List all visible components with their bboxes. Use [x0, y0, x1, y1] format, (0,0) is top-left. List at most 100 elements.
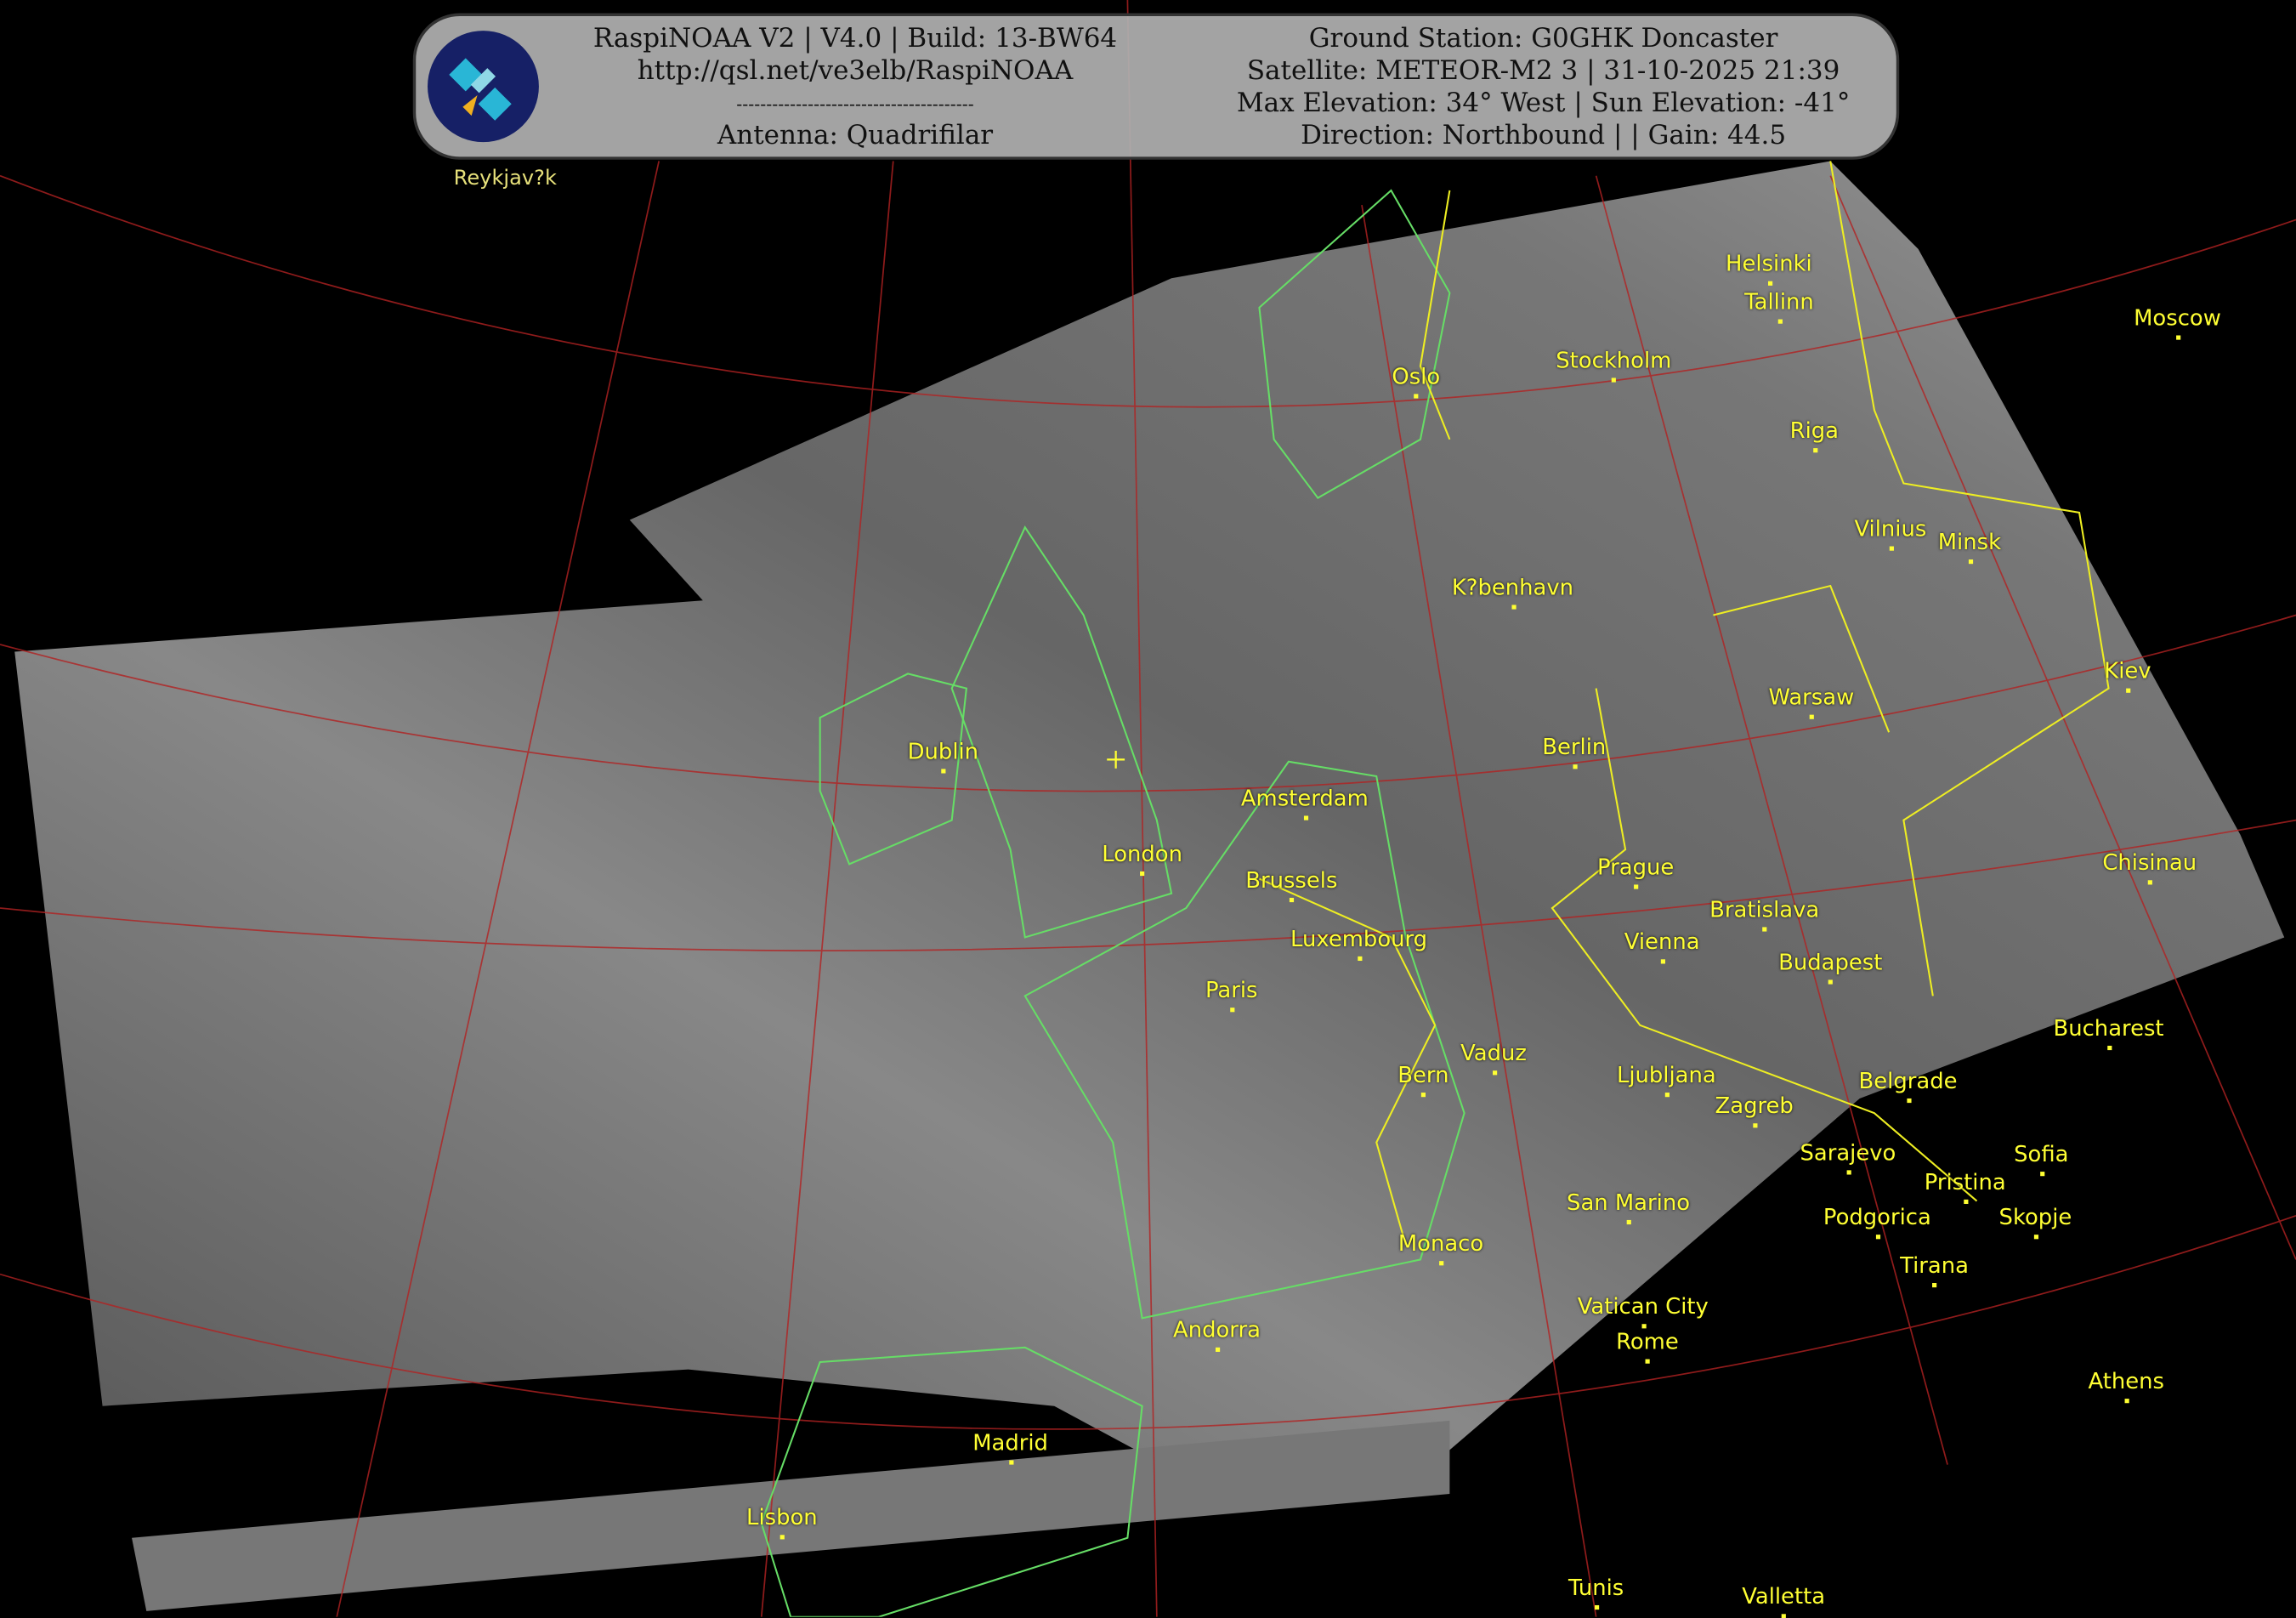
city-label: Riga [1789, 417, 1839, 453]
city-name: Ljubljana [1616, 1061, 1716, 1088]
ground-station-marker: + [1105, 738, 1126, 781]
city-label: Skopje [1998, 1203, 2072, 1240]
city-marker [1889, 546, 1894, 551]
city-label: Bern [1397, 1061, 1449, 1098]
city-name: Luxembourg [1290, 925, 1428, 952]
city-marker [780, 1535, 785, 1540]
city-label: Moscow [2134, 304, 2221, 340]
city-label: London [1102, 841, 1182, 877]
software-version: RaspiNOAA V2 | V4.0 | Build: 13-BW64 [592, 23, 1118, 54]
city-label: Vatican City [1578, 1293, 1709, 1329]
city-name: Vilnius [1854, 515, 1927, 542]
city-label: Lisbon [746, 1504, 818, 1540]
city-label: Tirana [1900, 1252, 1969, 1288]
city-name: Tirana [1900, 1252, 1969, 1279]
city-name: Moscow [2134, 304, 2221, 332]
city-name: Bucharest [2053, 1014, 2164, 1042]
city-name: Reykjav?k [453, 167, 557, 190]
city-label: Amsterdam [1240, 785, 1369, 820]
city-label: Oslo [1392, 363, 1440, 399]
city-marker [1782, 1614, 1787, 1618]
city-name: Bratislava [1709, 896, 1820, 923]
city-marker [1906, 1098, 1911, 1104]
ground-station: Ground Station: G0GHK Doncaster [1308, 23, 1778, 54]
city-name: Minsk [1937, 528, 2002, 555]
borders [1259, 161, 2110, 1246]
city-name: Monaco [1397, 1229, 1484, 1257]
imagery-swath-south [132, 1420, 1450, 1611]
city-name: Stockholm [1556, 347, 1672, 374]
city-name: Bern [1397, 1061, 1449, 1088]
city-marker [2175, 335, 2180, 340]
city-marker [1641, 1324, 1647, 1329]
project-url: http://qsl.net/ve3elb/RaspiNOAA [637, 55, 1074, 87]
city-name: Sarajevo [1800, 1139, 1896, 1167]
elevation-info: Max Elevation: 34° West | Sun Elevation:… [1236, 88, 1851, 119]
city-label: Pristina [1925, 1169, 2006, 1204]
city-marker [1964, 1199, 1969, 1204]
city-label: Sofia [2014, 1141, 2068, 1177]
pass-details: Ground Station: G0GHK Doncaster Satellit… [1192, 24, 1895, 153]
city-label: Prague [1597, 854, 1675, 889]
city-name: Dublin [907, 738, 979, 765]
city-name: Amsterdam [1240, 785, 1369, 812]
city-marker [1810, 714, 1815, 719]
city-marker [1290, 897, 1295, 903]
city-name: Podgorica [1823, 1203, 1931, 1230]
city-label: Bratislava [1709, 896, 1820, 932]
city-name: Andorra [1173, 1316, 1261, 1343]
city-marker [1634, 884, 1639, 889]
city-label: Berlin [1542, 734, 1606, 769]
city-label: Reykjav?k [454, 167, 557, 190]
city-name: Warsaw [1768, 684, 1855, 711]
city-marker [1303, 815, 1308, 820]
city-marker [2039, 1172, 2044, 1177]
city-marker [1752, 1123, 1758, 1128]
city-marker [2106, 1045, 2112, 1051]
city-marker [1762, 927, 1768, 932]
direction-gain: Direction: Northbound | | Gain: 44.5 [1301, 120, 1787, 151]
city-marker [1594, 1604, 1600, 1610]
city-name: Kiev [2104, 657, 2151, 684]
city-name: Brussels [1245, 866, 1338, 894]
city-marker [1008, 1460, 1014, 1465]
city-marker [1846, 1170, 1851, 1175]
city-marker [2033, 1235, 2038, 1240]
city-label: Madrid [972, 1429, 1048, 1465]
city-marker [1968, 559, 1973, 565]
city-label: Helsinki [1726, 251, 1812, 286]
city-label: Vilnius [1854, 515, 1927, 551]
software-info: RaspiNOAA V2 | V4.0 | Build: 13-BW64 htt… [555, 24, 1155, 153]
city-name: Prague [1597, 854, 1675, 881]
city-name: Lisbon [746, 1504, 818, 1531]
city-name: Vienna [1624, 928, 1700, 956]
city-name: Athens [2088, 1367, 2164, 1394]
city-label: San Marino [1567, 1189, 1690, 1225]
city-label: Valletta [1742, 1583, 1825, 1618]
city-label: Athens [2088, 1367, 2164, 1404]
city-name: Chisinau [2102, 849, 2197, 877]
city-marker [1932, 1282, 1937, 1288]
city-name: Madrid [972, 1429, 1048, 1456]
city-marker [941, 769, 946, 774]
city-marker [1439, 1261, 1444, 1266]
city-name: Tallinn [1744, 288, 1814, 315]
coastlines [760, 189, 1465, 1617]
city-name: Skopje [1998, 1203, 2072, 1230]
city-marker [1875, 1235, 1880, 1240]
city-name: Tunis [1568, 1574, 1624, 1601]
city-label: Belgrade [1859, 1068, 1958, 1104]
city-marker [1414, 394, 1420, 399]
city-label: Zagreb [1715, 1093, 1794, 1128]
city-name: Riga [1789, 417, 1839, 444]
city-label: Paris [1205, 976, 1258, 1013]
city-label: Kiev [2104, 657, 2151, 693]
city-marker [1421, 1093, 1426, 1098]
city-label: Dublin [907, 738, 979, 774]
city-marker [2124, 1399, 2129, 1404]
city-name: Paris [1205, 976, 1258, 1003]
separator: ---------------------------------------- [736, 94, 974, 115]
city-name: Vaduz [1460, 1040, 1527, 1067]
